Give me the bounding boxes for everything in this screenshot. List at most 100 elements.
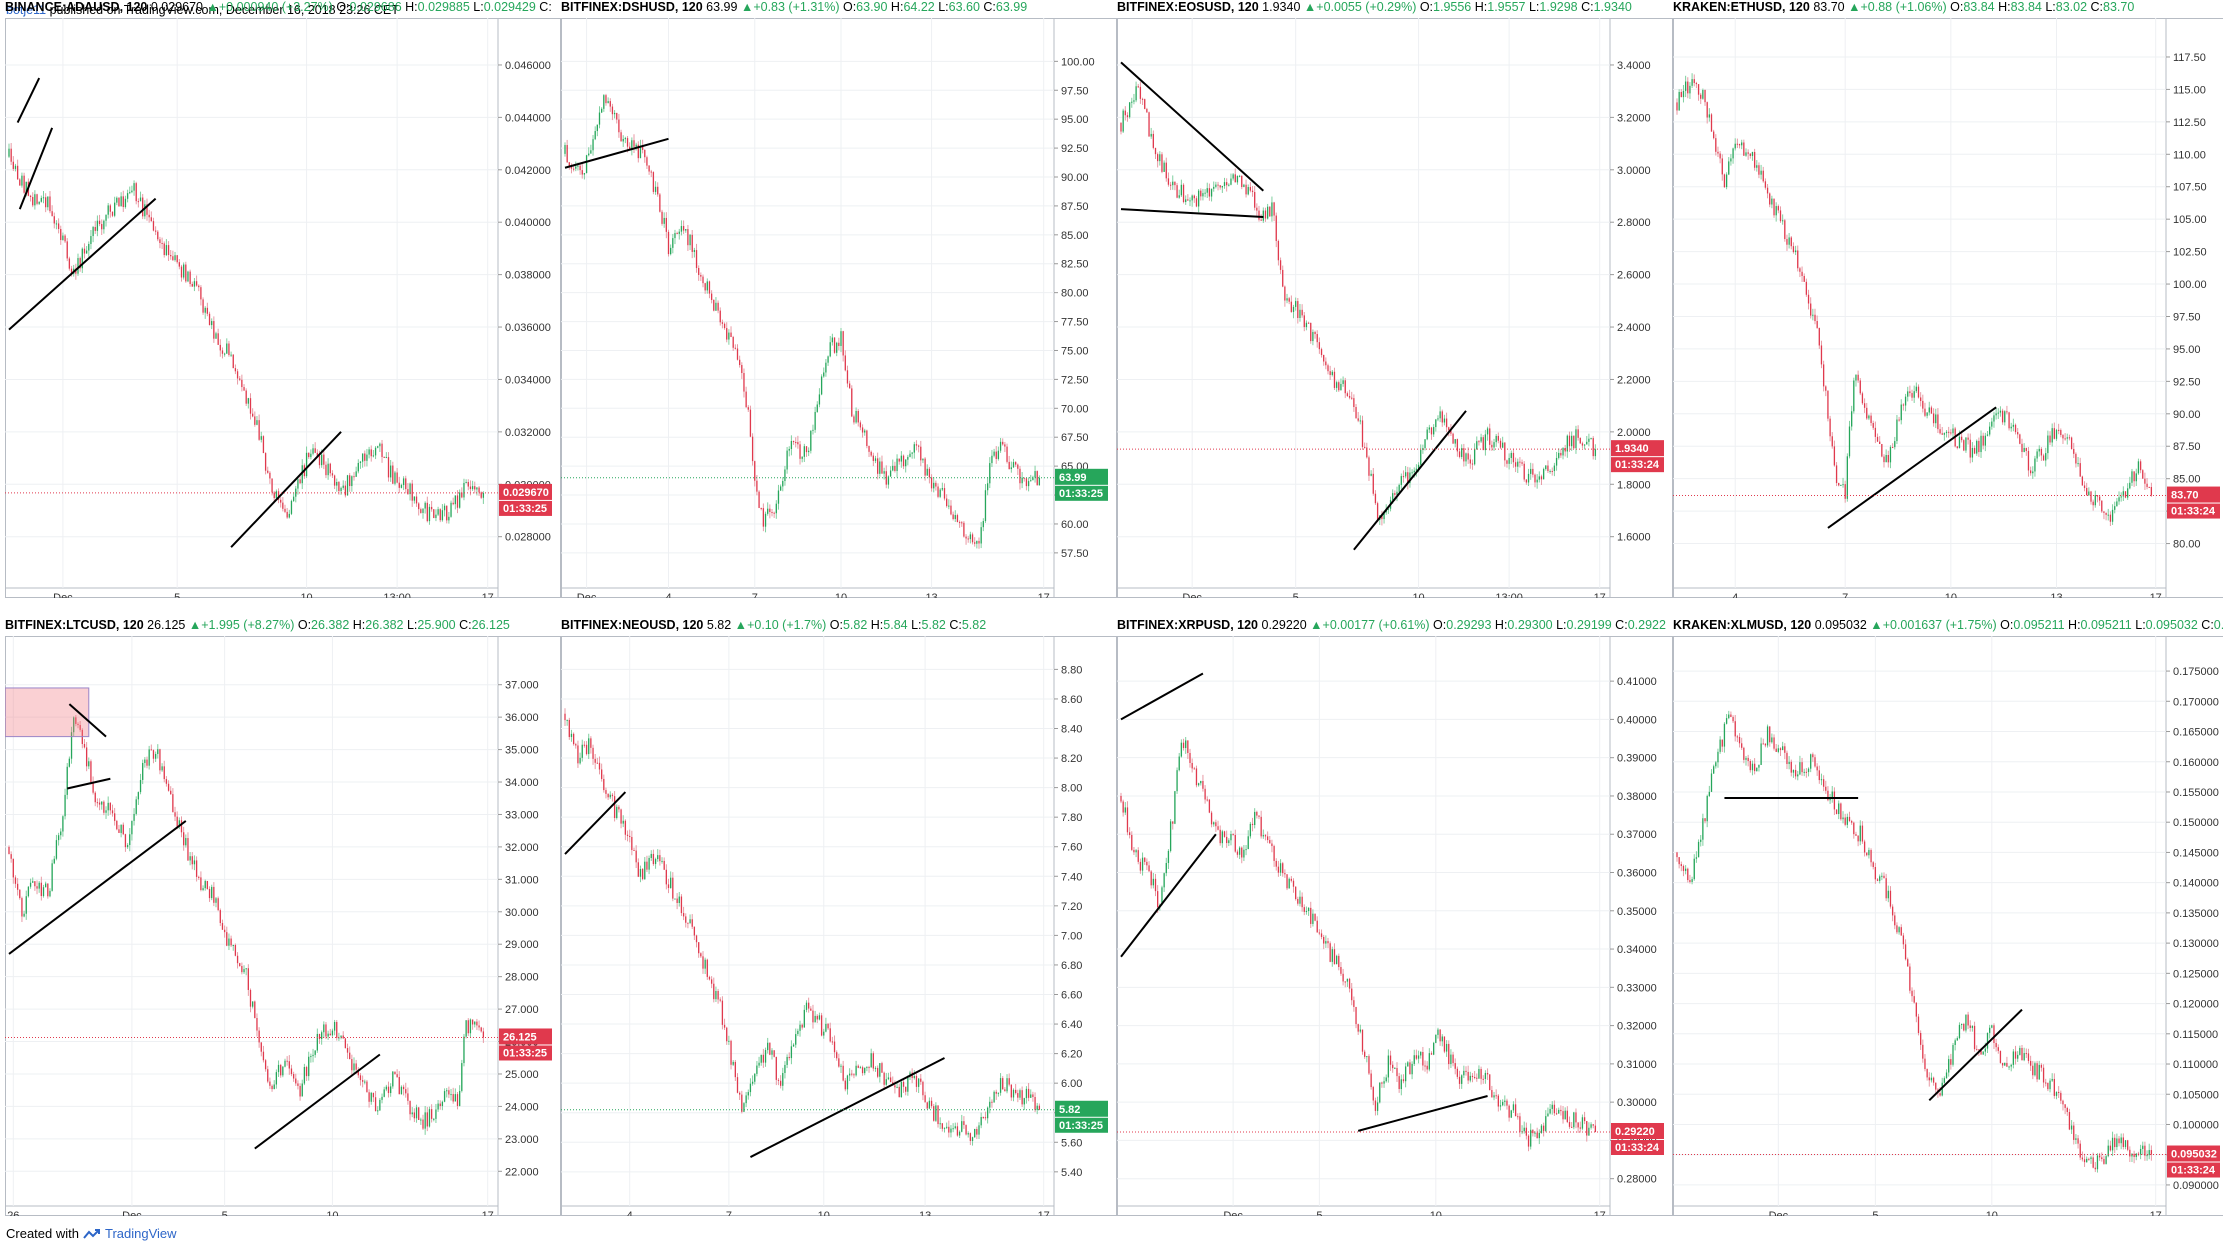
candle-body: [459, 1090, 461, 1106]
candle-body: [172, 794, 174, 813]
candle-body: [1327, 365, 1329, 372]
chart-svg[interactable]: 3.40003.20003.00002.80002.60002.40002.20…: [1117, 18, 1673, 598]
chart-panel[interactable]: BINANCE:ADAUSD, 120 0.029670 ▲+0.000940 …: [5, 0, 561, 618]
trendline[interactable]: [749, 1057, 945, 1158]
chart-svg[interactable]: 100.0097.5095.0092.5090.0087.5085.0082.5…: [561, 18, 1117, 598]
chart-svg[interactable]: 0.0460000.0440000.0420000.0400000.038000…: [5, 18, 561, 598]
highlight-rectangle[interactable]: [5, 687, 90, 738]
chart-panel[interactable]: KRAKEN:XLMUSD, 120 0.095032 ▲+0.001637 (…: [1673, 618, 2223, 1236]
chart-panel[interactable]: BITFINEX:NEOUSD, 120 5.82 ▲+0.10 (+1.7%)…: [561, 618, 1117, 1236]
trendline[interactable]: [230, 431, 342, 548]
candle-body: [1913, 996, 1915, 1003]
high-label: H:: [1491, 618, 1508, 632]
chart-svg[interactable]: 117.50115.00112.50110.00107.50105.00102.…: [1673, 18, 2223, 598]
trendline[interactable]: [1120, 208, 1264, 218]
chart-header: KRAKEN:XLMUSD, 120 0.095032 ▲+0.001637 (…: [1673, 618, 2223, 636]
chart-svg[interactable]: 8.808.608.408.208.007.807.607.407.207.00…: [561, 636, 1117, 1216]
candle-body: [55, 223, 58, 225]
trendline[interactable]: [8, 820, 187, 955]
candle-body: [1708, 791, 1710, 796]
candle-body: [122, 824, 124, 835]
chart-panel[interactable]: BITFINEX:EOSUSD, 120 1.9340 ▲+0.0055 (+0…: [1117, 0, 1673, 618]
candle-body: [1532, 1129, 1534, 1134]
trendline[interactable]: [68, 703, 107, 738]
chart-panel[interactable]: KRAKEN:ETHUSD, 120 83.70 ▲+0.88 (+1.06%)…: [1673, 0, 2223, 618]
candle-body: [183, 832, 185, 846]
candle-body: [564, 145, 566, 154]
trendline[interactable]: [1928, 1008, 2023, 1102]
chart-panel[interactable]: BITFINEX:DSHUSD, 120 63.99 ▲+0.83 (+1.31…: [561, 0, 1117, 618]
trendline[interactable]: [1827, 406, 1997, 529]
candle-body: [2129, 482, 2131, 489]
candle-body: [27, 886, 30, 897]
trendline[interactable]: [254, 1053, 381, 1150]
trendline[interactable]: [1120, 672, 1204, 721]
candle-body: [297, 1083, 299, 1086]
candle-body: [92, 226, 94, 237]
candle-body: [109, 802, 111, 811]
candle-body: [1497, 1095, 1499, 1107]
candle-body: [170, 255, 172, 257]
candle-body: [418, 503, 420, 510]
candle-body: [142, 762, 144, 780]
chart-panel[interactable]: BITFINEX:XRPUSD, 120 0.29220 ▲+0.00177 (…: [1117, 618, 1673, 1236]
trendline[interactable]: [1120, 61, 1264, 192]
trendline[interactable]: [66, 777, 111, 790]
chart-svg[interactable]: 0.1750000.1700000.1650000.1600000.155000…: [1673, 636, 2223, 1216]
y-tick-label: 0.38000: [1617, 791, 1657, 803]
candle-body: [422, 1119, 424, 1129]
candle-body: [450, 1094, 452, 1096]
candle-body: [1243, 184, 1245, 187]
candle-body: [204, 880, 206, 889]
candle-body: [1023, 477, 1025, 479]
up-arrow-icon: ▲: [1306, 618, 1323, 632]
candle-body: [775, 1056, 777, 1080]
trendline[interactable]: [1120, 833, 1217, 958]
x-tick-label: 7: [1842, 592, 1848, 598]
candle-body: [827, 356, 829, 363]
trendline[interactable]: [1357, 1095, 1488, 1132]
author-link[interactable]: botje11: [6, 3, 47, 17]
up-arrow-icon: ▲: [1866, 618, 1883, 632]
trendline[interactable]: [16, 77, 41, 124]
y-tick-label: 92.50: [2173, 376, 2201, 388]
candle-body: [1301, 896, 1303, 908]
y-tick-label: 7.20: [1061, 901, 1082, 913]
candle-body: [1236, 851, 1239, 855]
candle-body: [1963, 1023, 1965, 1031]
tradingview-link[interactable]: TradingView: [104, 1226, 177, 1241]
trendline[interactable]: [1353, 410, 1467, 551]
candle-body: [366, 454, 368, 461]
candle-body: [1872, 862, 1874, 867]
candle-body: [1760, 170, 1762, 175]
last-price: 26.125: [143, 618, 186, 632]
chart-panel[interactable]: BITFINEX:LTCUSD, 120 26.125 ▲+1.995 (+8.…: [5, 618, 561, 1236]
chart-svg[interactable]: 0.410000.400000.390000.380000.370000.360…: [1117, 636, 1673, 1216]
candle-body: [226, 932, 228, 946]
candle-body: [1461, 1075, 1463, 1084]
countdown-label: 01:33:24: [2171, 1165, 2216, 1177]
trendline[interactable]: [564, 137, 669, 169]
candle-body: [2042, 455, 2045, 461]
candle-body: [474, 486, 476, 490]
chart-svg[interactable]: 37.00036.00035.00034.00033.00032.00031.0…: [5, 636, 561, 1216]
candle-body: [950, 505, 952, 515]
candle-body: [374, 1097, 377, 1112]
candle-body: [1340, 383, 1342, 391]
trendline[interactable]: [564, 791, 627, 855]
candle-body: [1004, 1089, 1006, 1092]
symbol-label: BITFINEX:LTCUSD, 120: [5, 618, 144, 632]
candle-body: [478, 487, 480, 493]
candle-body: [1491, 1090, 1493, 1098]
candle-body: [195, 281, 198, 286]
candle-body: [1575, 1112, 1577, 1123]
y-tick-label: 24.000: [505, 1101, 539, 1113]
trendline[interactable]: [18, 127, 54, 210]
candle-body: [1402, 1079, 1405, 1082]
candle-body: [1952, 428, 1954, 434]
candle-body: [933, 1106, 935, 1121]
candle-body: [1917, 1016, 1920, 1034]
trendline[interactable]: [8, 197, 157, 331]
candle-body: [2094, 495, 2096, 506]
candle-body: [1820, 345, 1823, 365]
